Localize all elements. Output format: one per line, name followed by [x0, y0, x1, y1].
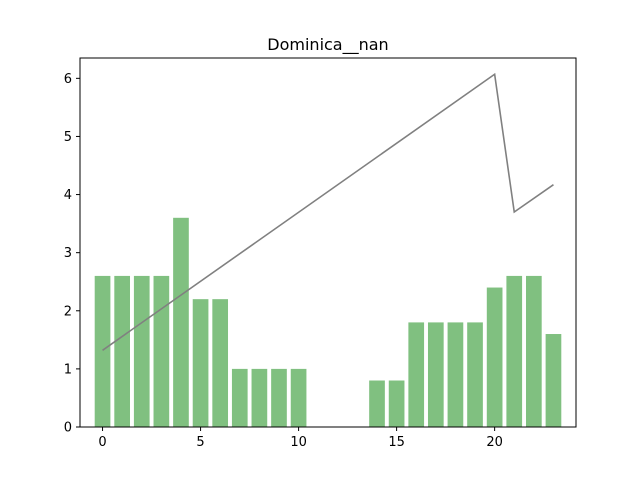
bar-7	[231, 368, 248, 427]
bar-0	[94, 275, 111, 427]
plot-frame	[79, 57, 577, 428]
bar-14	[369, 380, 385, 427]
x-tick-label: 20	[486, 435, 503, 450]
line-layer	[102, 72, 554, 351]
bar-20	[486, 287, 503, 427]
bar-16	[408, 322, 425, 427]
bar-5	[192, 299, 209, 427]
bar-23	[545, 334, 562, 427]
bar-21	[506, 275, 523, 427]
x-axis: 0 5 10 15 20	[98, 427, 503, 450]
bar-18	[447, 322, 464, 427]
y-tick-label: 0	[64, 421, 72, 436]
bar-17	[427, 322, 444, 427]
y-tick-label: 3	[64, 246, 72, 261]
bar-22	[526, 275, 542, 427]
y-tick-label: 5	[64, 130, 72, 145]
bar-8	[251, 368, 268, 427]
x-tick-label: 5	[196, 435, 204, 450]
y-axis: 0 1 2 3 4 5 6	[64, 72, 80, 436]
bar-4	[173, 217, 189, 427]
y-tick-label: 2	[64, 304, 72, 319]
bar-3	[153, 275, 170, 427]
x-tick-label: 15	[388, 435, 405, 450]
bar-9	[271, 368, 287, 427]
y-tick-label: 6	[64, 72, 72, 87]
bar-6	[212, 299, 229, 427]
bar-1	[114, 275, 130, 427]
x-tick-label: 10	[290, 435, 307, 450]
line-series	[102, 72, 554, 351]
y-tick-label: 1	[64, 362, 72, 377]
bar-2	[133, 275, 150, 427]
chart-title: Dominica__nan	[267, 35, 388, 55]
bar-10	[290, 368, 307, 427]
x-tick-label: 0	[98, 435, 106, 450]
bar-19	[467, 322, 483, 427]
bars-layer	[94, 217, 562, 427]
bar-15	[388, 380, 405, 427]
y-tick-label: 4	[64, 188, 72, 203]
